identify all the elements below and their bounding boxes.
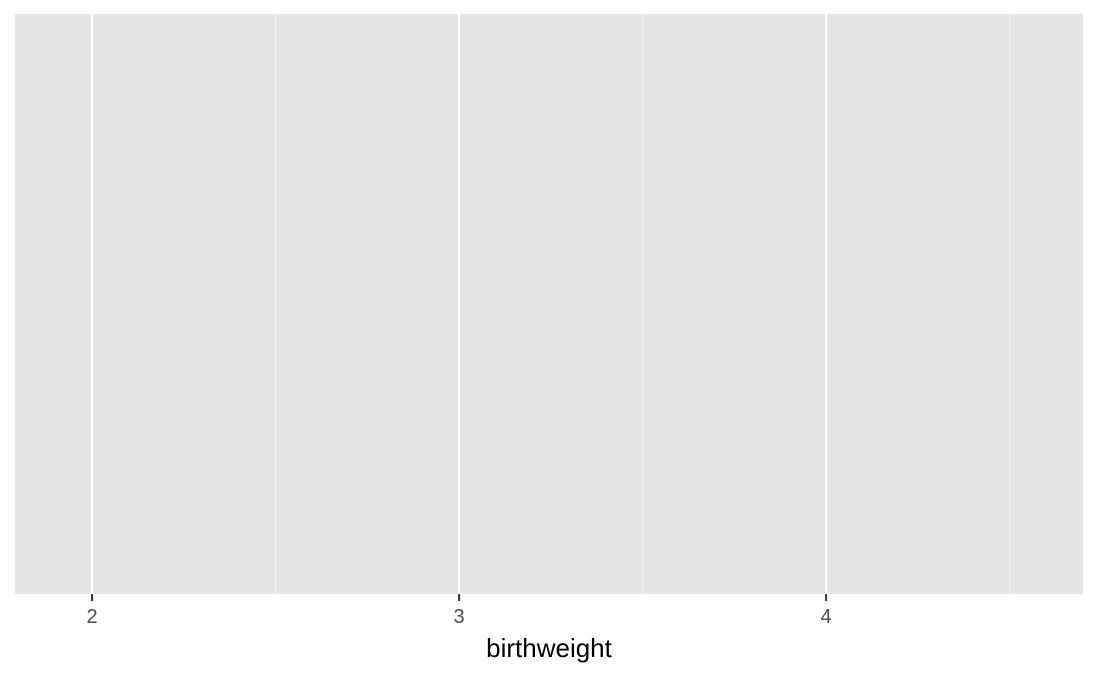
x-axis-ticks (91, 594, 828, 601)
x-axis-tick-labels: 2 3 4 (87, 606, 832, 628)
x-axis-title: birthweight (486, 633, 613, 663)
x-tick-label-2: 4 (821, 606, 832, 628)
major-gridlines (90, 14, 828, 594)
minor-gridlines (274, 14, 1011, 594)
x-tick-label-1: 3 (454, 606, 465, 628)
plot-panel (15, 14, 1083, 594)
x-tick-label-0: 2 (87, 606, 98, 628)
